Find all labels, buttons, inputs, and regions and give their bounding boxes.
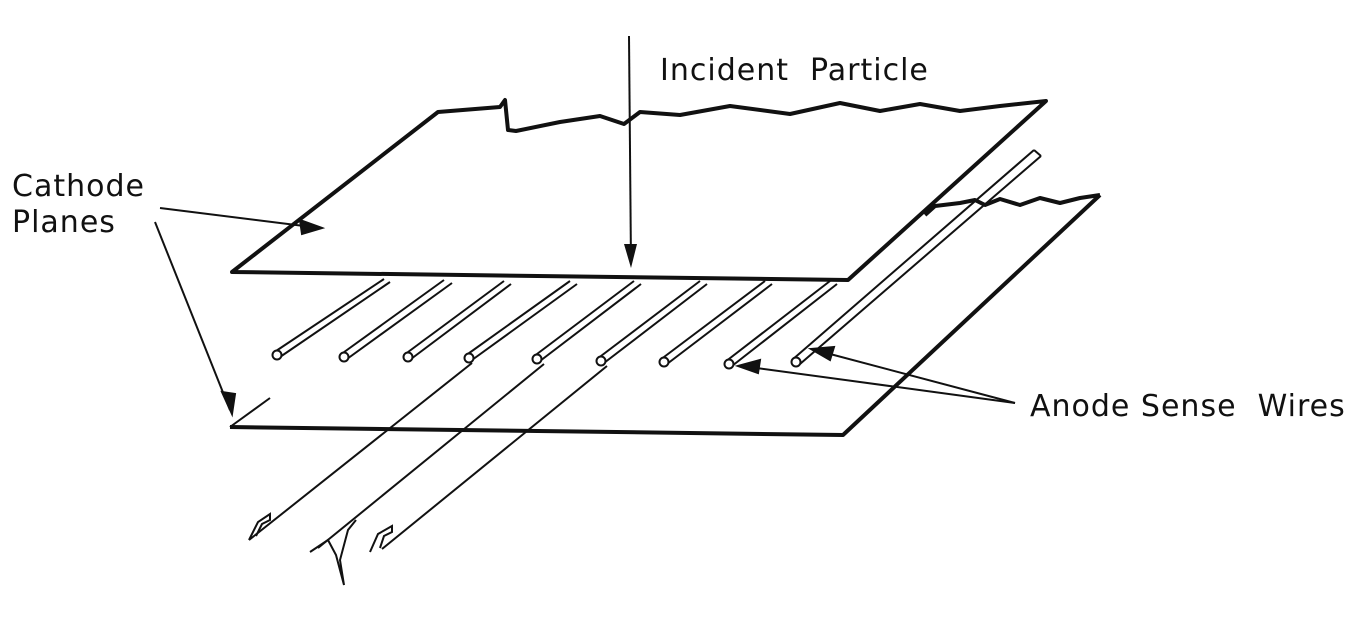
anode-wire-end-4 <box>463 352 475 364</box>
cathode-planes-label-line2: Planes <box>12 205 116 240</box>
anode-wire-end-5 <box>531 353 543 365</box>
anode-wire-5 <box>533 281 634 357</box>
anode-wire-8 <box>725 281 830 362</box>
incident-particle-arrow <box>624 36 637 268</box>
lower-plane-torn-edge <box>925 195 1100 215</box>
anode-wire-end-8 <box>723 358 735 370</box>
cathode-planes-label-line1: Cathode <box>12 169 145 204</box>
signal-pulse-2 <box>310 520 356 585</box>
pointer-lines <box>155 208 1015 414</box>
upper-cathode-plane <box>232 100 1046 280</box>
anode-wire-3 <box>404 281 504 355</box>
anode-wire-end-9 <box>790 356 802 368</box>
anode-wire-9 <box>792 150 1034 360</box>
anode-wire-end-3 <box>402 351 414 363</box>
signal-pulse-1 <box>249 514 270 540</box>
anode-wires <box>271 150 1042 370</box>
anode-wire-1 <box>273 279 384 353</box>
anode-sense-wires-label: Anode Sense Wires <box>1030 389 1346 424</box>
anode-wire-2 <box>340 280 444 355</box>
readout-lines <box>249 363 607 585</box>
anode-wire-4 <box>465 281 570 356</box>
anode-wire-6 <box>597 281 700 359</box>
anode-wire-7 <box>660 281 765 360</box>
anode-wire-end-6 <box>595 355 607 367</box>
signal-pulse-3 <box>370 526 392 552</box>
lower-plane-left-edge <box>230 398 270 427</box>
anode-wire-end-7 <box>658 356 670 368</box>
incident-particle-label: Incident Particle <box>660 53 929 88</box>
anode-wire-end-1 <box>271 349 283 361</box>
anode-wire-end-2 <box>338 351 350 363</box>
lower-plane-edges <box>230 195 1100 435</box>
